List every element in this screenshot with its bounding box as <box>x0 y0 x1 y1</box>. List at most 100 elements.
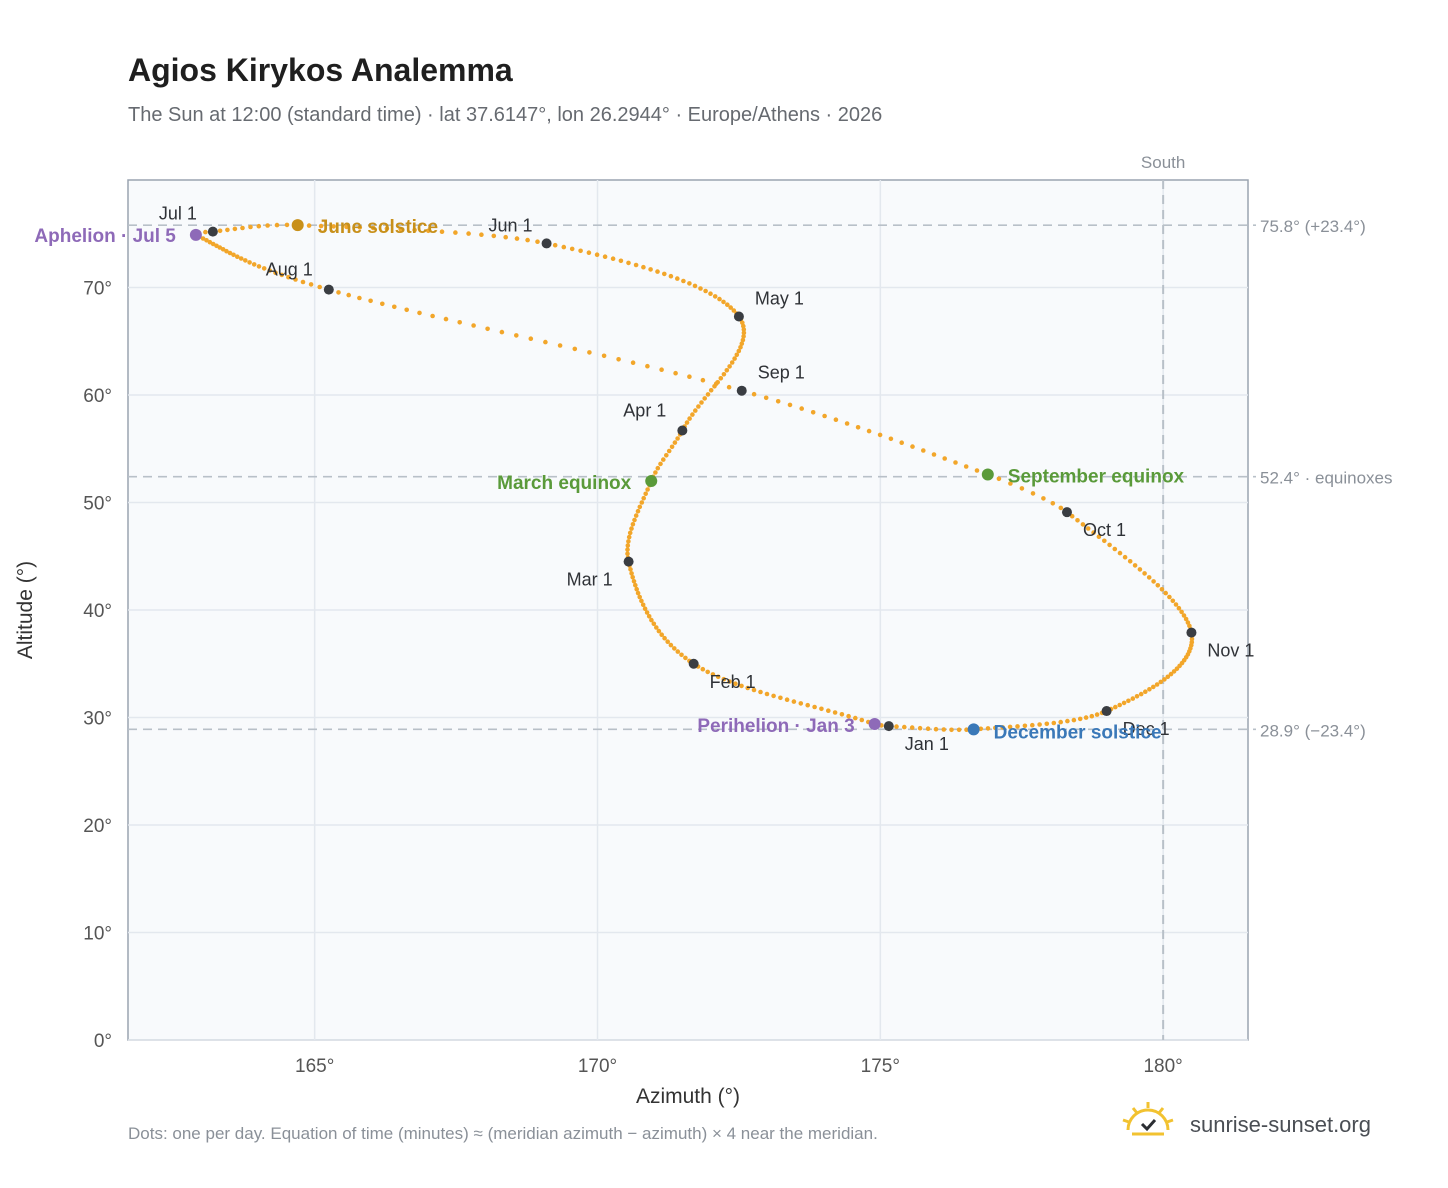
daily-sun-dot <box>1159 587 1165 592</box>
daily-sun-dot <box>717 296 722 302</box>
daily-sun-dot <box>899 440 904 446</box>
daily-sun-dot <box>656 628 662 634</box>
daily-sun-dot <box>933 726 939 732</box>
daily-sun-dot <box>699 400 704 405</box>
month-label: Jan 1 <box>905 734 949 754</box>
daily-sun-dot <box>805 702 810 708</box>
y-tick-label: 60° <box>83 386 112 407</box>
daily-sun-dot <box>306 223 312 228</box>
daily-sun-dot <box>630 360 636 366</box>
daily-sun-dot <box>953 460 958 465</box>
chart-title: Agios Kirykos Analemma <box>128 52 513 88</box>
daily-sun-dot <box>632 517 637 523</box>
event-label: June solstice <box>318 217 438 238</box>
daily-sun-dot <box>485 326 490 332</box>
daily-sun-dot <box>626 534 632 540</box>
month-marker <box>623 556 634 567</box>
daily-sun-dot <box>741 330 747 336</box>
daily-sun-dot <box>728 305 733 310</box>
daily-sun-dot <box>778 695 783 701</box>
daily-sun-dot <box>1163 590 1168 596</box>
daily-sun-dot <box>1142 571 1147 576</box>
daily-sun-dot <box>784 697 790 702</box>
month-marker <box>1186 627 1197 638</box>
daily-sun-dot <box>675 436 680 441</box>
daily-sun-dot <box>791 699 797 704</box>
daily-sun-dot <box>687 281 692 286</box>
daily-sun-dot <box>503 234 509 240</box>
daily-sun-dot <box>639 598 644 604</box>
daily-sun-dot <box>293 277 298 282</box>
daily-sun-dot <box>683 655 688 661</box>
daily-sun-dot <box>668 642 674 648</box>
y-tick-label: 50° <box>83 494 112 515</box>
daily-sun-dot <box>798 701 804 706</box>
daily-sun-dot <box>736 348 742 354</box>
daily-sun-dot <box>1077 716 1083 722</box>
y-axis-label: Altitude (°) <box>14 561 37 659</box>
brand[interactable]: sunrise-sunset.org <box>1120 1100 1420 1148</box>
daily-sun-dot <box>645 487 650 492</box>
daily-sun-dot <box>738 345 743 350</box>
daily-sun-dot <box>846 713 851 719</box>
daily-sun-dot <box>217 228 223 234</box>
event-label: September equinox <box>1008 467 1185 488</box>
daily-sun-dot <box>634 586 639 592</box>
daily-sun-dot <box>1146 575 1152 580</box>
daily-sun-dot <box>1071 717 1077 723</box>
daily-sun-dot <box>594 252 600 257</box>
daily-sun-dot <box>1134 694 1140 699</box>
daily-sun-dot <box>964 727 969 732</box>
daily-sun-dot <box>235 254 240 259</box>
daily-sun-dot <box>256 223 262 229</box>
daily-sun-dot <box>1000 725 1005 730</box>
daily-sun-dot <box>673 370 678 376</box>
daily-sun-dot <box>739 683 744 689</box>
daily-sun-dot <box>729 360 735 365</box>
month-label: Jul 1 <box>159 204 197 224</box>
daily-sun-dot <box>336 290 341 295</box>
daily-sun-dot <box>751 687 757 693</box>
daily-sun-dot <box>921 448 926 453</box>
daily-sun-dot <box>232 226 238 232</box>
daily-sun-dot <box>702 396 707 401</box>
daily-sun-dot <box>227 250 233 256</box>
daily-sun-dot <box>357 295 362 301</box>
daily-sun-dot <box>625 547 630 552</box>
month-label: Apr 1 <box>623 400 666 420</box>
daily-sun-dot <box>466 231 471 236</box>
daily-sun-dot <box>633 262 639 268</box>
x-tick-label: 165° <box>295 1056 334 1077</box>
daily-sun-dot <box>1132 563 1138 568</box>
x-tick-label: 180° <box>1143 1056 1182 1077</box>
event-marker <box>291 219 304 232</box>
daily-sun-dot <box>479 232 484 237</box>
daily-sun-dot <box>1167 594 1172 600</box>
daily-sun-dot <box>1030 722 1035 728</box>
daily-sun-dot <box>248 224 253 230</box>
month-marker <box>733 311 744 322</box>
x-tick-label: 170° <box>578 1056 617 1077</box>
daily-sun-dot <box>764 691 770 697</box>
daily-sun-dot <box>775 399 781 404</box>
daily-sun-dot <box>642 606 648 611</box>
daily-sun-dot <box>675 276 680 281</box>
daily-sun-dot <box>721 372 727 377</box>
daily-sun-dot <box>633 582 638 588</box>
event-label: December solstice <box>994 722 1162 743</box>
daily-sun-dot <box>610 256 616 262</box>
daily-sun-dot <box>1151 579 1156 584</box>
month-marker <box>323 284 334 295</box>
daily-sun-dot <box>1091 530 1096 535</box>
month-label: Nov 1 <box>1207 641 1254 661</box>
daily-sun-dot <box>499 329 505 335</box>
daily-sun-dot <box>1137 567 1143 572</box>
daily-sun-dot <box>404 307 410 313</box>
daily-sun-dot <box>866 428 872 434</box>
daily-sun-dot <box>715 674 721 680</box>
daily-sun-dot <box>1022 723 1028 729</box>
daily-sun-dot <box>1165 674 1171 680</box>
daily-sun-dot <box>894 724 899 729</box>
daily-sun-dot <box>727 364 732 369</box>
daily-sun-dot <box>661 457 666 462</box>
